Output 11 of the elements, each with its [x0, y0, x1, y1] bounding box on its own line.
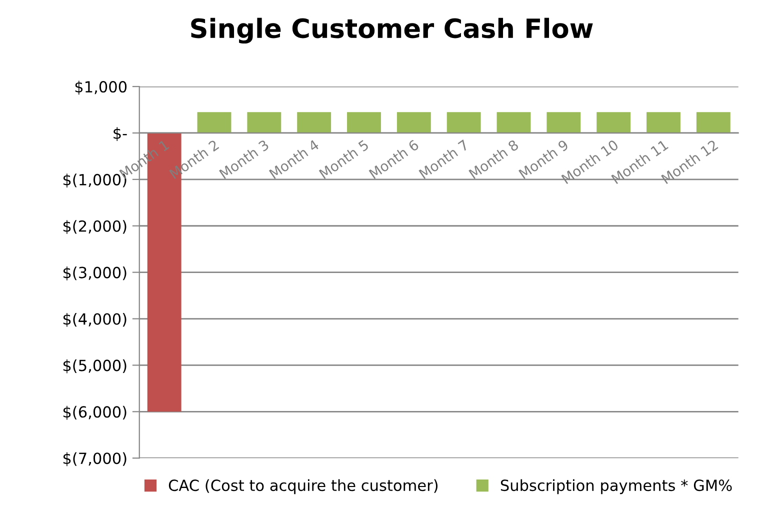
y-tick-label: $(3,000) [63, 266, 126, 280]
y-tick-label: $(2,000) [63, 220, 126, 234]
y-tick-label: $1,000 [75, 80, 127, 95]
y-tick-label: $(5,000) [63, 359, 126, 374]
y-tick-label: $- [114, 127, 127, 142]
y-tick-label: $(4,000) [63, 312, 126, 327]
y-tick-label: $(6,000) [63, 406, 126, 420]
y-tick-label: $(7,000) [63, 452, 126, 466]
chart-title: Single Customer Cash Flow [191, 18, 593, 44]
legend-label: CAC (Cost to acquire the customer) [168, 479, 438, 494]
legend-label: Subscription payments * GM% [500, 479, 732, 494]
